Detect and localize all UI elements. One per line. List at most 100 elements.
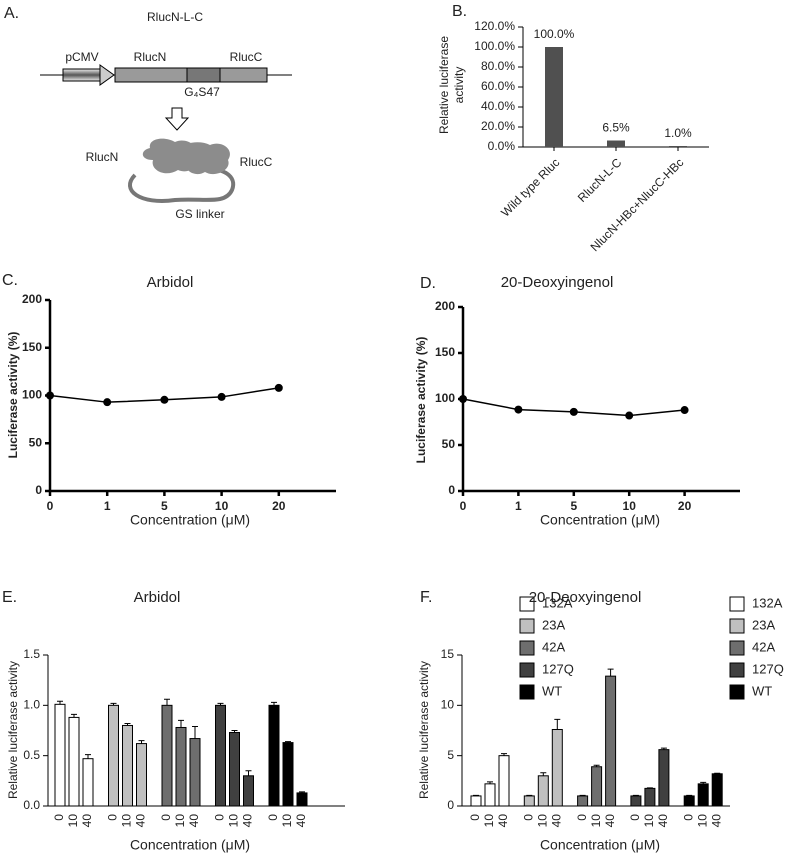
bar [82, 758, 94, 807]
bar [669, 146, 687, 147]
error-bar [245, 770, 252, 776]
x-tick-label: 0 [213, 814, 227, 821]
y-axis-label: activity [452, 67, 466, 104]
bar [470, 795, 482, 807]
bar [215, 704, 226, 807]
legend-swatch [729, 618, 745, 634]
error-bar [686, 794, 693, 796]
error-bar [700, 781, 707, 784]
error-bar [57, 700, 63, 705]
legend-label: 132A [752, 595, 783, 610]
bar [607, 140, 625, 147]
panel-label: D. [420, 275, 436, 292]
bar [545, 47, 563, 147]
bar [68, 716, 80, 807]
x-tick-label: 0 [681, 814, 695, 821]
x-tick-label: 1 [104, 499, 111, 513]
legend-label: 127Q [542, 661, 574, 676]
y-axis-label: Relative luciferase activity [6, 661, 20, 799]
y-tick-label: 0 [448, 483, 455, 497]
bar [523, 795, 535, 807]
y-tick-label: 200 [22, 292, 42, 306]
bar [537, 775, 549, 807]
data-point [459, 395, 467, 403]
error-bar [554, 718, 561, 730]
panel-label: B. [452, 3, 467, 20]
y-tick-label: 0.0 [23, 798, 40, 812]
y-tick-label: 50 [442, 437, 456, 451]
y-tick-label: 1.0 [23, 698, 40, 712]
error-bar [285, 741, 291, 743]
bar [175, 726, 187, 807]
x-tick-label: 40 [709, 814, 723, 828]
error-bar [501, 753, 507, 756]
gs-linker-loop [128, 167, 236, 203]
x-tick-label: 10 [482, 814, 496, 828]
bar [282, 742, 294, 807]
bar [484, 783, 496, 807]
x-tick-label: RlucN-L-C [575, 155, 625, 205]
error-bar [526, 794, 533, 796]
error-bar [714, 772, 721, 774]
y-tick-label: 120.0% [474, 19, 515, 33]
bar [498, 755, 510, 807]
chart-panel: B. Relative luciferase activity 0.0% 20.0% 40… [437, 3, 709, 254]
error-bar [178, 719, 184, 728]
x-tick-label: 10 [623, 499, 637, 513]
x-axis-label: Concentration (μM) [130, 837, 250, 853]
data-point [274, 383, 283, 392]
legend-label: 42A [542, 639, 565, 654]
error-bar [164, 698, 170, 706]
x-axis-label: Concentration (μM) [130, 512, 250, 528]
error-bar [607, 668, 614, 677]
legend-label: WT [542, 683, 562, 698]
x-tick-label: 40 [294, 814, 308, 828]
x-tick-label: 0 [159, 814, 173, 821]
y-tick-label: 0 [35, 483, 42, 497]
linker-label: GS linker [175, 207, 224, 221]
x-axis-label: Concentration (μM) [540, 837, 660, 853]
bar [658, 749, 670, 807]
data-point [569, 407, 578, 416]
linker-code: G₄S47 [184, 85, 220, 99]
x-tick-label: Wild type Rluc [498, 155, 562, 219]
error-bar [217, 702, 224, 706]
c-part-label: RlucC [230, 50, 263, 64]
value-label: 6.5% [602, 121, 630, 135]
x-axis-label: Concentration (μM) [540, 512, 660, 528]
bar [630, 795, 642, 807]
data-point [680, 406, 689, 415]
y-tick-label: 100 [435, 391, 455, 405]
y-axis-label: Relative luciferase [437, 36, 451, 134]
value-label: 1.0% [664, 126, 692, 140]
y-tick-label: 200 [435, 299, 455, 313]
chart-panel: E. Arbidol Concentration (μM) Relative luci… [2, 589, 574, 853]
error-bar [138, 740, 145, 744]
chart-title: Arbidol [147, 274, 194, 291]
y-tick-label: 0.0% [488, 139, 516, 153]
legend-swatch [729, 684, 745, 700]
error-bar [85, 754, 91, 759]
x-tick-label: 10 [66, 814, 80, 828]
data-point [217, 392, 226, 401]
x-tick-label: 40 [241, 814, 255, 828]
bar [644, 787, 656, 807]
legend-label: 23A [542, 617, 565, 632]
legend-swatch [729, 640, 745, 656]
protein-c-label: RlucC [240, 155, 273, 169]
x-tick-label: 5 [570, 499, 577, 513]
panel-label: F. [420, 589, 432, 606]
error-bar [646, 787, 653, 789]
x-tick-label: 40 [603, 814, 617, 828]
bar [591, 766, 603, 807]
error-bar [124, 722, 131, 726]
x-tick-label: 1 [515, 499, 522, 513]
x-tick-label: 10 [642, 814, 656, 828]
error-bar [540, 772, 547, 776]
y-tick-label: 80.0% [481, 59, 515, 73]
bar [697, 783, 709, 807]
x-tick-label: 0 [52, 814, 66, 821]
error-bar [487, 781, 493, 784]
y-tick-label: 5 [447, 748, 454, 762]
error-bar [271, 701, 277, 706]
